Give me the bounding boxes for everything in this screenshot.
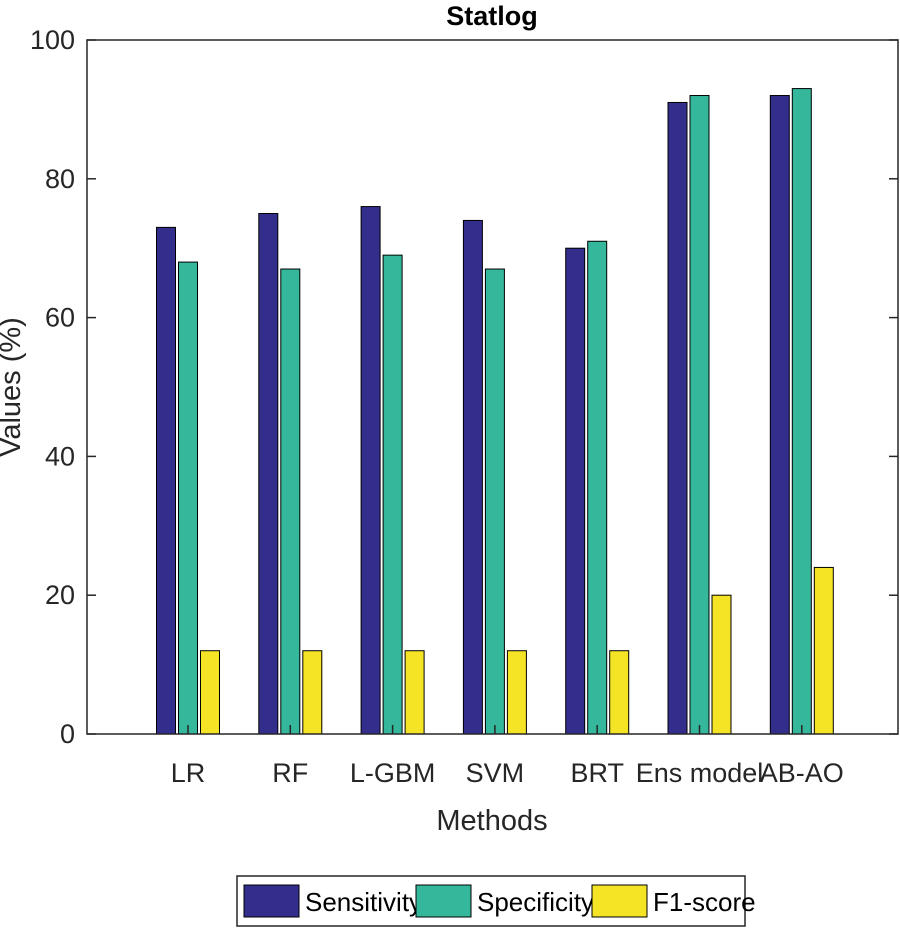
bar-f1-score-svm	[506, 650, 527, 735]
bars	[156, 88, 834, 735]
bar-specificity-ens-model	[689, 95, 710, 735]
bar-f1-score-ab-ao	[813, 566, 834, 735]
x-tick-label: L-GBM	[350, 758, 436, 788]
x-tick-label: BRT	[570, 758, 624, 788]
x-tick-label: RF	[272, 758, 308, 788]
bar-sensitivity-rf	[258, 213, 279, 735]
bar-sensitivity-brt	[565, 247, 586, 735]
y-tick-label: 0	[60, 719, 75, 749]
chart-title: Statlog	[446, 1, 538, 31]
y-tick-label: 80	[45, 164, 75, 194]
bar-sensitivity-l-gbm	[360, 206, 381, 735]
x-tick-label: AB-AO	[760, 758, 844, 788]
y-tick-label: 100	[30, 25, 75, 55]
bar-specificity-lr	[178, 261, 198, 735]
y-tick-label: 60	[45, 303, 75, 333]
bar-f1-score-l-gbm	[404, 650, 425, 735]
plot-frame	[86, 39, 899, 735]
legend-swatch-specificity	[415, 884, 472, 918]
y-tick-labels: 0 20 40 60 80 100	[30, 25, 75, 749]
bar-f1-score-brt	[609, 650, 630, 735]
bar-sensitivity-ab-ao	[769, 95, 790, 735]
bar-f1-score-lr	[200, 650, 220, 735]
bar-specificity-brt	[587, 240, 608, 735]
axes	[86, 39, 899, 735]
bar-specificity-l-gbm	[382, 254, 403, 735]
legend: Sensitivity Specificity F1-score	[236, 875, 756, 927]
bar-sensitivity-svm	[462, 219, 483, 735]
legend-swatch-sensitivity	[243, 884, 300, 918]
legend-box	[236, 875, 746, 927]
y-axis-label: Values (%)	[0, 317, 27, 457]
bar-specificity-svm	[484, 268, 505, 735]
legend-swatch-f1-score	[591, 884, 648, 918]
y-tick-label: 40	[45, 441, 75, 471]
legend-label-specificity: Specificity	[477, 887, 594, 917]
bar-specificity-rf	[280, 268, 301, 735]
legend-label-sensitivity: Sensitivity	[305, 887, 422, 917]
bar-f1-score-ens-model	[711, 594, 732, 735]
x-axis-label: Methods	[436, 805, 547, 837]
legend-label-f1-score: F1-score	[653, 887, 756, 917]
x-tick-label: SVM	[466, 758, 525, 788]
x-tick-label: Ens model	[636, 758, 764, 788]
y-tick-label: 20	[45, 580, 75, 610]
bar-sensitivity-lr	[156, 226, 176, 735]
bar-specificity-ab-ao	[791, 88, 812, 735]
bar-f1-score-rf	[302, 650, 323, 735]
bar-sensitivity-ens-model	[667, 101, 688, 735]
x-tick-label: LR	[171, 758, 206, 788]
